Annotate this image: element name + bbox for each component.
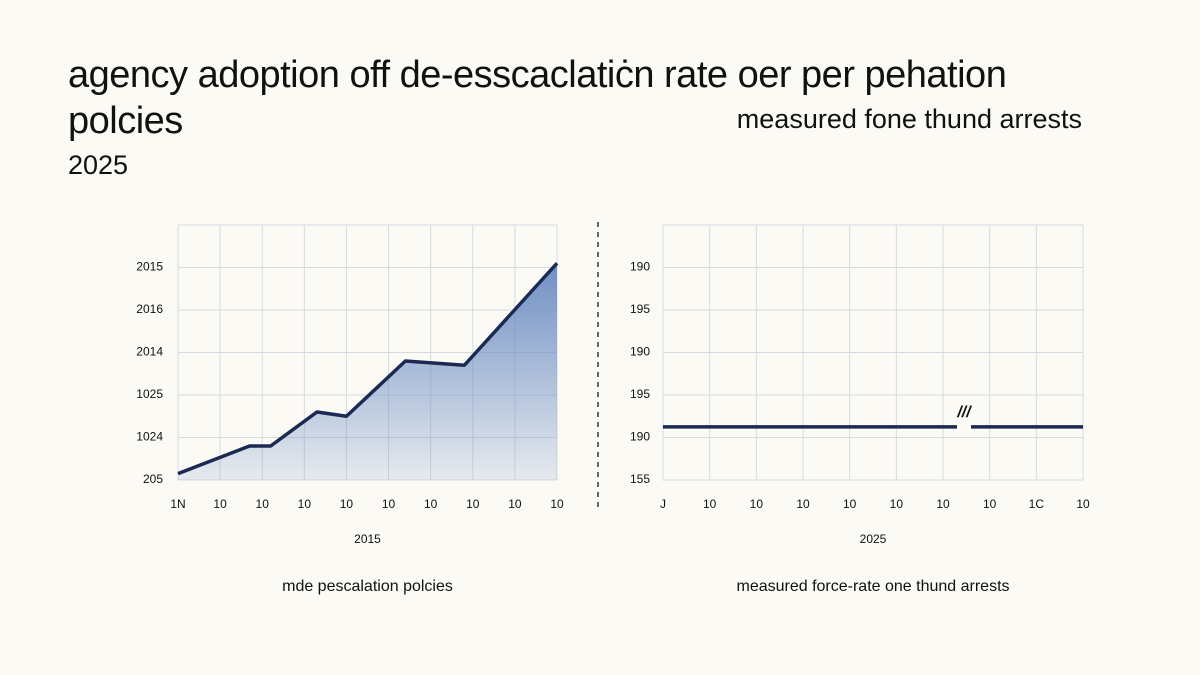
x-tick-label: 10 [796,497,810,511]
x-tick-label: 10 [382,497,396,511]
x-tick-label: 10 [703,497,717,511]
x-tick-label: 10 [298,497,312,511]
x-tick-label: J [660,497,666,511]
x-tick-label: 10 [750,497,764,511]
y-tick-label: 2014 [136,345,163,359]
y-tick-label: 190 [630,260,650,274]
y-tick-label: 195 [630,387,650,401]
x-tick-label: 10 [256,497,270,511]
x-tick-label: 10 [843,497,857,511]
y-tick-label: 190 [630,345,650,359]
x-tick-label: 10 [466,497,480,511]
caption: mde pescalation polcies [282,578,453,595]
annotation: /// [956,404,972,421]
y-tick-label: 2016 [136,302,163,316]
x-tick-label: 10 [936,497,950,511]
x-tick-label: 10 [890,497,904,511]
title: agency adoption off de-esscaclatiċn rate… [68,54,1007,142]
y-tick-label: 190 [630,430,650,444]
x-tick-label: 10 [983,497,997,511]
x-axis-title: 2025 [860,532,887,546]
x-tick-label: 1N [170,497,185,511]
x-tick-label: 10 [213,497,227,511]
y-tick-label: 2015 [136,260,163,274]
y-tick-label: 205 [143,472,163,486]
y-tick-label: 155 [630,472,650,486]
x-tick-label: 10 [550,497,564,511]
subtitle: measured fone thund arrests [736,104,1082,134]
x-tick-label: 1C [1029,497,1045,511]
x-tick-label: 10 [340,497,354,511]
x-axis-title: 2015 [354,532,381,546]
area [178,263,557,480]
x-tick-label: 10 [424,497,438,511]
x-tick-label: 10 [1076,497,1090,511]
y-tick-label: 1024 [136,430,163,444]
y-tick-label: 1025 [136,387,163,401]
line [177,262,559,476]
year: 2025 [68,150,129,180]
x-tick-label: 10 [508,497,522,511]
y-tick-label: 195 [630,302,650,316]
caption: measured force-rate one thund arrests [736,578,1009,595]
